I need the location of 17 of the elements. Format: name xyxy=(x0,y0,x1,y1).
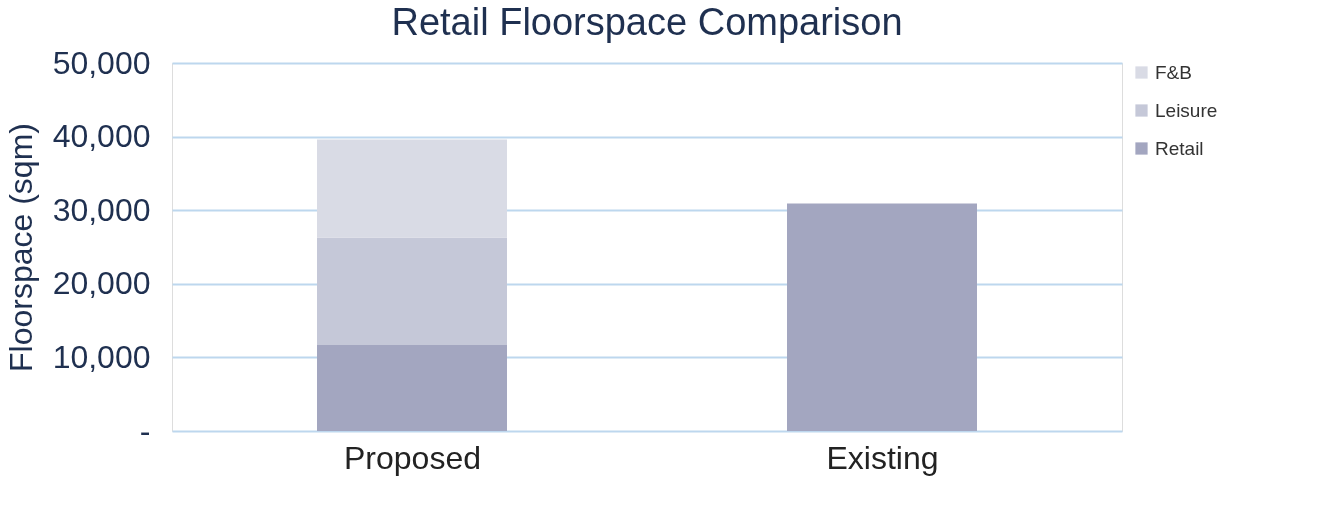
bar xyxy=(317,344,507,431)
legend-label: F&B xyxy=(1155,61,1192,83)
y-tick-label: 30,000 xyxy=(52,191,151,228)
legend-label: Leisure xyxy=(1155,99,1218,121)
bar xyxy=(787,203,977,431)
y-axis-title: Floorspace (sqm) xyxy=(2,123,39,372)
chart-title: Retail Floorspace Comparison xyxy=(391,1,903,43)
y-tick-label: 40,000 xyxy=(52,118,151,155)
y-tick-label: - xyxy=(139,412,151,449)
x-tick-label: Existing xyxy=(826,439,939,476)
legend-label: Retail xyxy=(1155,137,1204,159)
y-tick-label: 20,000 xyxy=(52,265,151,302)
y-tick-label: 10,000 xyxy=(52,338,151,375)
x-tick-label: Proposed xyxy=(344,439,481,476)
y-tick-label: 50,000 xyxy=(52,44,151,81)
bar xyxy=(317,237,507,345)
bar xyxy=(317,139,507,238)
